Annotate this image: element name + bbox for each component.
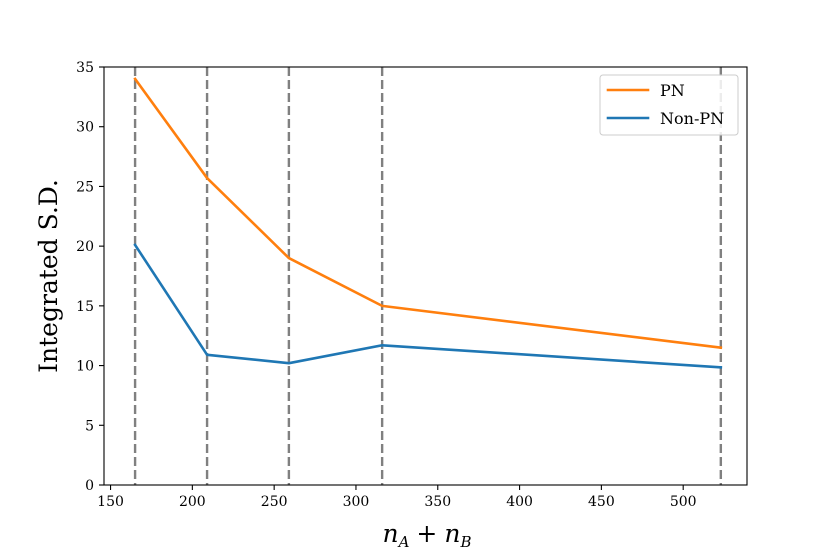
x-label-plus: + — [416, 519, 437, 548]
x-label-sub-b: B — [459, 533, 471, 551]
y-tick-label-0: 0 — [85, 478, 94, 494]
x-tick-label-500: 500 — [670, 494, 697, 510]
x-label-n-b: n — [444, 519, 460, 548]
x-tick-label-150: 150 — [97, 494, 124, 510]
reference-lines — [133, 67, 723, 485]
y-tick-label-35: 35 — [76, 60, 94, 76]
legend-label-non-pn: Non-PN — [660, 109, 724, 128]
y-tick-label-10: 10 — [76, 359, 94, 375]
y-tick-label-25: 25 — [76, 179, 94, 195]
x-axis-label: nA + nB — [382, 519, 471, 551]
x-tick-label-250: 250 — [261, 494, 288, 510]
legend: PN Non-PN — [599, 74, 739, 136]
x-tick-label-450: 450 — [588, 494, 615, 510]
y-axis: 0 5 10 15 20 25 30 35 — [76, 60, 104, 494]
y-tick-label-5: 5 — [85, 418, 94, 434]
series-line-non-pn — [133, 243, 723, 369]
x-label-n-a: n — [382, 519, 398, 548]
y-tick-label-20: 20 — [76, 239, 94, 255]
x-tick-label-350: 350 — [424, 494, 451, 510]
legend-label-pn: PN — [660, 81, 685, 100]
y-axis-label: Integrated S.D. — [34, 179, 63, 373]
series-line-pn — [133, 77, 723, 350]
y-tick-label-30: 30 — [76, 120, 94, 136]
x-tick-label-200: 200 — [179, 494, 206, 510]
x-tick-label-300: 300 — [343, 494, 370, 510]
plot-frame — [103, 66, 748, 486]
x-axis: 150 200 250 300 350 400 450 500 — [97, 485, 697, 510]
x-label-sub-a: A — [397, 533, 410, 551]
series-lines — [133, 77, 723, 369]
y-tick-label-15: 15 — [76, 299, 94, 315]
x-tick-label-400: 400 — [506, 494, 533, 510]
